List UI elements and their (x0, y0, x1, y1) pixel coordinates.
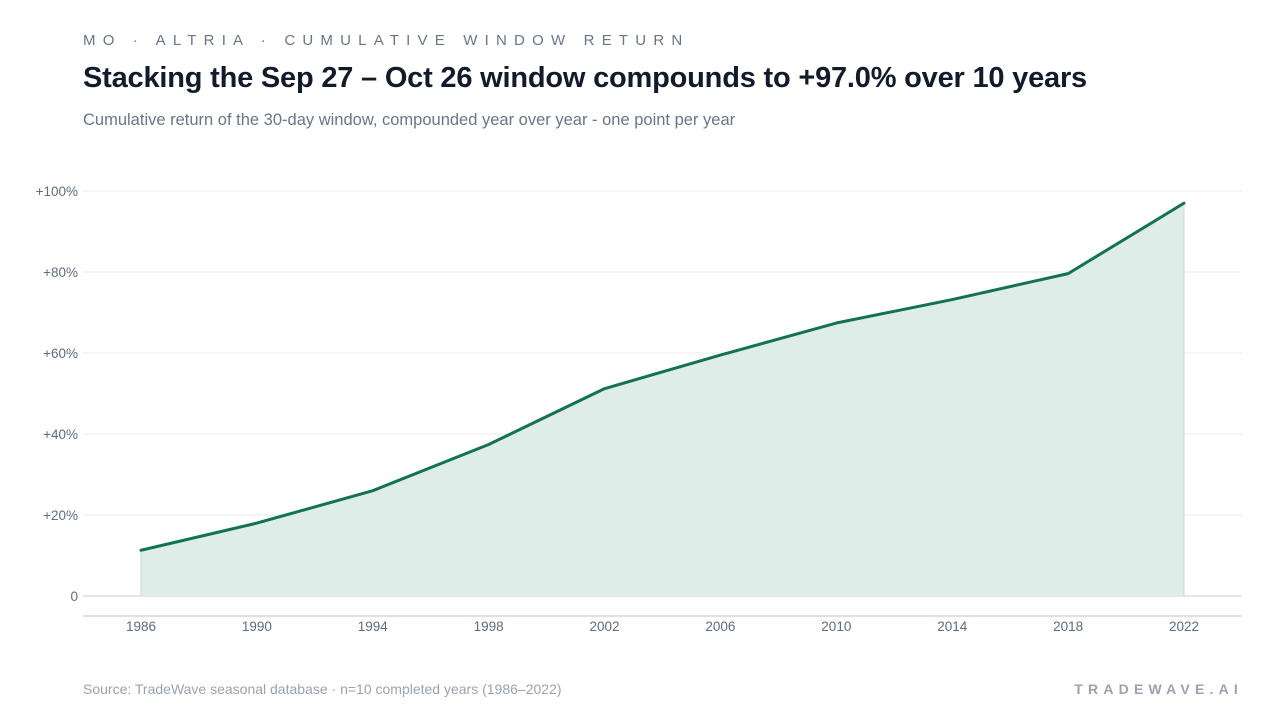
chart-kicker: MO · ALTRIA · CUMULATIVE WINDOW RETURN (83, 32, 690, 49)
x-tick-label: 2002 (590, 619, 620, 634)
x-tick-label: 2014 (937, 619, 968, 634)
y-tick-label: +100% (36, 184, 78, 199)
label-layer: 0 +20% +40% +60% +80% +100% 1986 1990 1994 1998 20… (36, 184, 1199, 634)
source-note: Source: TradeWave seasonal database · n=… (83, 681, 562, 697)
series-line (139, 201, 1186, 552)
x-tick-label: 2018 (1053, 619, 1083, 634)
x-tick-label: 1994 (358, 619, 389, 634)
x-tick-label: 1986 (126, 619, 156, 634)
y-tick-label: +20% (43, 508, 78, 523)
chart-title: Stacking the Sep 27 – Oct 26 window comp… (83, 62, 1087, 94)
x-tick-label: 2010 (821, 619, 851, 634)
x-tick-label: 1990 (242, 619, 272, 634)
chart-subtitle: Cumulative return of the 30-day window, … (83, 111, 736, 129)
y-tick-label: +60% (43, 346, 78, 361)
cumulative-return-chart: 0 +20% +40% +60% +80% +100% 1986 1990 1994 1998 20… (36, 184, 1242, 634)
y-tick-label: 0 (70, 589, 78, 604)
brand-logo: TRADEWAVE.AI (1074, 681, 1243, 697)
x-tick-label: 2022 (1169, 619, 1199, 634)
series-area (141, 203, 1184, 596)
y-tick-label: +40% (43, 427, 78, 442)
x-tick-label: 2006 (705, 619, 735, 634)
x-tick-label: 1998 (474, 619, 504, 634)
y-tick-label: +80% (43, 265, 78, 280)
area-layer (139, 201, 1186, 596)
